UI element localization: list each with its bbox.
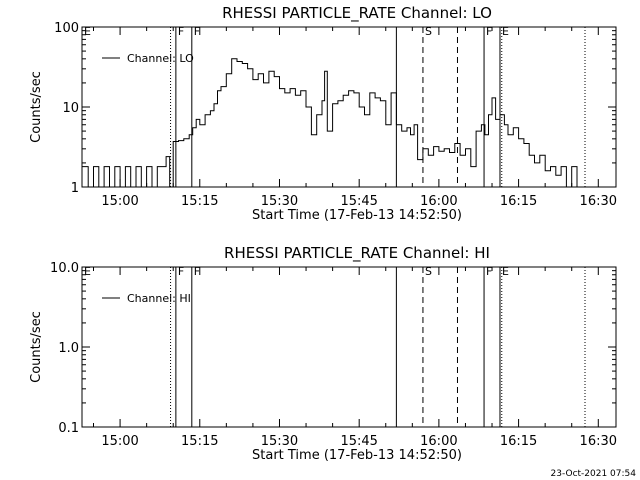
y-axis-title: Counts/sec	[29, 311, 44, 383]
chart-title: RHESSI PARTICLE_RATE Channel: HI	[224, 244, 490, 263]
chart-title: RHESSI PARTICLE_RATE Channel: LO	[222, 4, 492, 23]
event-marker-label: S	[425, 265, 432, 278]
event-marker-label: E	[84, 25, 91, 38]
x-tick-label: 15:45	[340, 194, 377, 209]
chart-panel-1: RHESSI PARTICLE_RATE Channel: LO 1 10 100 15…	[29, 4, 617, 223]
x-tick-label: 15:45	[340, 434, 377, 449]
y-tick-label: 10.0	[50, 261, 79, 276]
x-tick-label: 16:30	[580, 434, 617, 449]
x-tick-label: 16:00	[420, 194, 457, 209]
x-tick-label: 16:30	[580, 194, 617, 209]
event-marker-label: F	[178, 25, 184, 38]
x-tick-label: 15:00	[101, 434, 138, 449]
event-marker-label: E	[84, 265, 91, 278]
x-axis-title: Start Time (17-Feb-13 14:52:50)	[252, 208, 462, 223]
event-marker-label: F	[486, 25, 492, 38]
chart-panel-2: RHESSI PARTICLE_RATE Channel: HI 0.1 1.0 10…	[29, 244, 617, 463]
event-marker-label: E	[502, 25, 509, 38]
y-tick-label: 1.0	[58, 341, 79, 356]
y-tick-label: 0.1	[58, 421, 79, 436]
footer-timestamp: 23-Oct-2021 07:54	[551, 469, 637, 479]
y-tick-label: 1	[71, 181, 79, 196]
event-marker-label: F	[178, 265, 184, 278]
event-marker-label: F	[194, 265, 200, 278]
event-marker-label: F	[486, 265, 492, 278]
x-tick-label: 16:15	[500, 434, 537, 449]
x-tick-label: 15:15	[181, 194, 218, 209]
legend-label: Channel: LO	[127, 52, 194, 65]
y-tick-label: 100	[54, 21, 79, 36]
x-tick-label: 16:15	[500, 194, 537, 209]
y-axis-title: Counts/sec	[29, 71, 44, 143]
legend-label: Channel: HI	[127, 292, 191, 305]
series-line-1	[82, 58, 587, 188]
event-marker-label: E	[502, 265, 509, 278]
x-tick-label: 15:30	[261, 434, 298, 449]
x-tick-label: 16:00	[420, 434, 457, 449]
event-marker-label: F	[194, 25, 200, 38]
x-axis-title: Start Time (17-Feb-13 14:52:50)	[252, 448, 462, 463]
x-tick-label: 15:00	[101, 194, 138, 209]
x-tick-label: 15:30	[261, 194, 298, 209]
event-marker-label: S	[425, 25, 432, 38]
x-tick-label: 15:15	[181, 434, 218, 449]
y-tick-label: 10	[62, 101, 79, 116]
